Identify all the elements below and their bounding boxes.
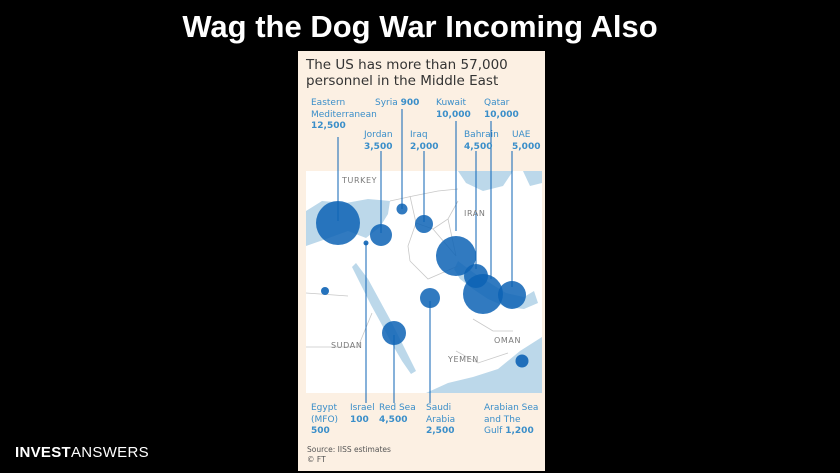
- country-turkey: TURKEY: [342, 176, 378, 185]
- label-eastern-med: Eastern Mediterranean 12,500: [311, 98, 377, 131]
- country-oman: OMAN: [494, 336, 522, 345]
- bubble-arabian-sea: [515, 354, 529, 368]
- bubble-red-sea: [382, 321, 406, 345]
- label-saudi: Saudi Arabia 2,500: [426, 403, 456, 436]
- brand-logo: INVESTANSWERS: [15, 444, 149, 461]
- arabian-sea: [426, 337, 542, 393]
- bubble-syria: [396, 203, 408, 215]
- bubble-kuwait: [436, 236, 476, 276]
- red-sea: [352, 263, 416, 374]
- bubble-jordan: [370, 224, 392, 246]
- bubble-israel: [363, 240, 369, 246]
- source-note: Source: IISS estimates © FT: [307, 445, 391, 464]
- label-red-sea: Red Sea 4,500: [379, 403, 416, 425]
- slide-title: Wag the Dog War Incoming Also: [182, 9, 658, 44]
- label-israel: Israel 100: [350, 403, 375, 425]
- bubbles: [316, 201, 529, 368]
- bubble-egypt: [321, 287, 329, 295]
- bubble-uae: [498, 281, 526, 309]
- label-jordan: Jordan 3,500: [364, 130, 393, 152]
- label-egypt: Egypt (MFO) 500: [311, 403, 339, 436]
- bubble-saudi: [420, 288, 440, 308]
- label-bahrain: Bahrain 4,500: [464, 130, 499, 152]
- caspian-sea: [458, 171, 513, 191]
- country-sudan: SUDAN: [331, 341, 363, 350]
- label-kuwait: Kuwait 10,000: [436, 98, 471, 120]
- map-title: The US has more than 57,000 personnel in…: [306, 57, 508, 89]
- caspian-sea-right: [523, 171, 542, 186]
- middle-east-map: [305, 109, 542, 403]
- map-panel: The US has more than 57,000 personnel in…: [298, 51, 545, 471]
- label-iraq: Iraq 2,000: [410, 130, 439, 152]
- bubble-qatar: [463, 274, 503, 314]
- country-iran: IRAN: [464, 209, 486, 218]
- label-qatar: Qatar 10,000: [484, 98, 519, 120]
- label-uae: UAE 5,000: [512, 130, 541, 152]
- country-yemen: YEMEN: [448, 355, 479, 364]
- bubble-iraq: [415, 215, 433, 233]
- label-arabian-sea: Arabian Sea and The Gulf 1,200: [484, 403, 539, 436]
- bubble-eastern-med: [316, 201, 360, 245]
- leader-lines: [337, 109, 513, 403]
- label-syria: Syria 900: [375, 98, 420, 108]
